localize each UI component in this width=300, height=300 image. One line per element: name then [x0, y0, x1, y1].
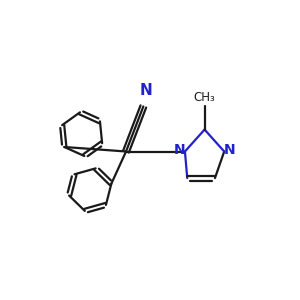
Text: CH₃: CH₃	[194, 91, 215, 104]
Text: N: N	[140, 83, 153, 98]
Text: N: N	[224, 143, 235, 157]
Text: N: N	[174, 143, 186, 157]
